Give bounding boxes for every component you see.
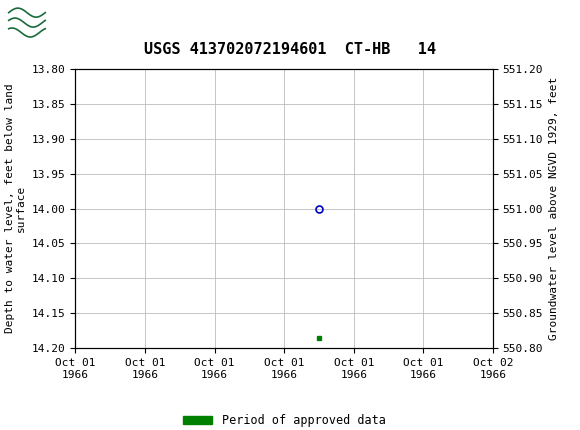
Text: USGS: USGS xyxy=(58,12,122,33)
FancyBboxPatch shape xyxy=(7,6,48,40)
Text: USGS 413702072194601  CT-HB   14: USGS 413702072194601 CT-HB 14 xyxy=(144,42,436,57)
Y-axis label: Groundwater level above NGVD 1929, feet: Groundwater level above NGVD 1929, feet xyxy=(549,77,559,340)
Y-axis label: Depth to water level, feet below land
surface: Depth to water level, feet below land su… xyxy=(5,84,26,333)
Legend: Period of approved data: Period of approved data xyxy=(178,409,390,430)
